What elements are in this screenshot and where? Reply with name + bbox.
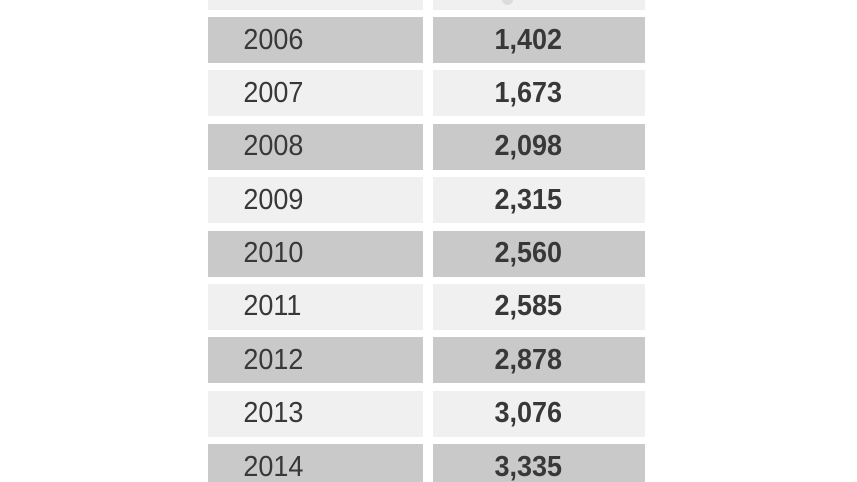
year-label: 2011 [243, 290, 302, 323]
year-label: 2009 [243, 183, 304, 216]
year-label: 2013 [243, 397, 304, 430]
value-label: 1,673 [494, 76, 563, 109]
table-row-value: 2,878 [433, 337, 645, 384]
year-label: 2012 [243, 343, 304, 376]
table-row-year: 2006 [208, 17, 423, 63]
value-label: 2,878 [494, 343, 563, 376]
value-label: 2,098 [494, 130, 563, 163]
value-label: 1,402 [494, 23, 563, 56]
clipped-digit-fragment [502, 0, 513, 5]
year-label: 2014 [243, 450, 304, 482]
table-row-year: 2014 [208, 444, 423, 482]
table-row-value: 3,335 [433, 444, 645, 482]
value-label: 3,076 [494, 397, 563, 430]
table-row-value: 1,673 [433, 70, 645, 117]
value-column: 1,402 1,673 2,098 2,315 2,560 2,585 2,87… [433, 0, 645, 482]
value-label: 2,585 [494, 290, 563, 323]
year-label: 2006 [243, 23, 304, 56]
year-column: 2006 2007 2008 2009 2010 2011 2012 2013 … [208, 0, 423, 482]
table-row-year: 2008 [208, 123, 423, 170]
year-label: 2008 [243, 130, 304, 163]
table-row-value: 2,098 [433, 123, 645, 170]
year-label: 2010 [243, 237, 304, 270]
value-label: 2,315 [494, 183, 563, 216]
partial-row-year-cell [208, 0, 423, 10]
value-label: 2,560 [494, 237, 563, 270]
table-row-value: 2,315 [433, 177, 645, 224]
table-row-year: 2012 [208, 337, 423, 384]
table-row-year: 2010 [208, 230, 423, 277]
table-row-year: 2011 [208, 283, 423, 330]
table-row-value: 1,402 [433, 17, 645, 63]
table-row-value: 3,076 [433, 390, 645, 437]
year-label: 2007 [243, 76, 304, 109]
table-row-year: 2009 [208, 177, 423, 224]
table-row-value: 2,585 [433, 283, 645, 330]
table-row-year: 2007 [208, 70, 423, 117]
value-label: 3,335 [494, 450, 563, 482]
table-row-value: 2,560 [433, 230, 645, 277]
table-row-year: 2013 [208, 390, 423, 437]
partial-row-value-cell [433, 0, 645, 10]
